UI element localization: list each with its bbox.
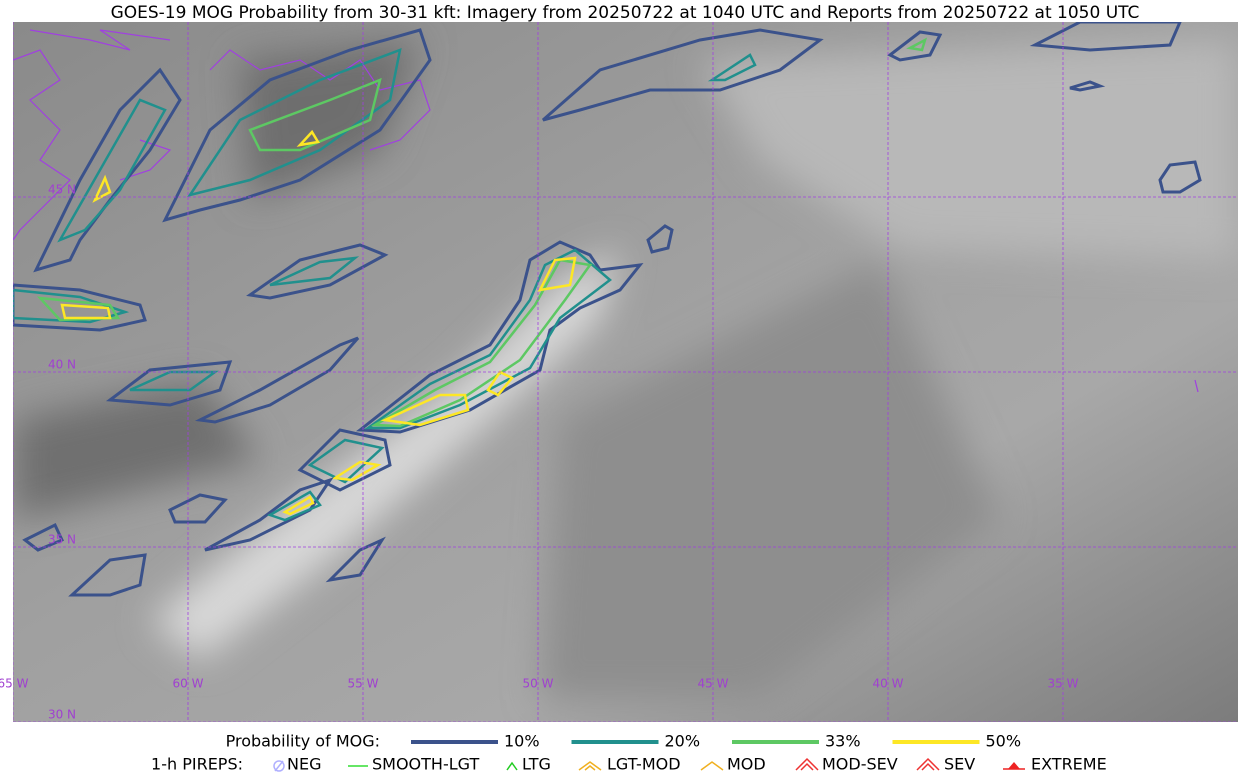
longitude-label: 50 W <box>523 677 554 691</box>
legend-text: 20% <box>665 732 701 751</box>
legend: Probability of MOG: 10% 20% 33% 50% 1-h PIREP… <box>151 732 1107 774</box>
legend-text: LGT-MOD <box>607 755 681 774</box>
map <box>13 22 1238 722</box>
pirep-icon <box>700 761 724 771</box>
pirep-icon <box>274 760 284 772</box>
pirep-icon <box>273 760 285 772</box>
latitude-label: 35 N <box>48 533 76 547</box>
coastlines <box>13 29 1199 393</box>
cloud-features <box>13 40 1238 700</box>
graticule <box>13 22 1238 722</box>
longitude-label: 35 W <box>1048 677 1079 691</box>
legend-label: 1-h PIREPS: <box>151 755 243 774</box>
latitude-label: 45 N <box>48 183 76 197</box>
legend-text: LTG <box>522 755 551 774</box>
legend-text: 33% <box>825 732 861 751</box>
legend-text: EXTREME <box>1031 755 1107 774</box>
title: GOES-19 MOG Probability from 30-31 kft: … <box>111 3 1140 23</box>
legend-text: MOD <box>727 755 766 774</box>
pirep-icon <box>578 761 602 771</box>
pirep-icon <box>795 757 819 771</box>
longitude-label: 45 W <box>698 677 729 691</box>
longitude-label: 55 W <box>348 677 379 691</box>
pirep-icon <box>1008 762 1020 769</box>
legend-text: SMOOTH-LGT <box>372 755 479 774</box>
legend-text: NEG <box>287 755 321 774</box>
legend-text: 10% <box>504 732 540 751</box>
legend-label: Probability of MOG: <box>226 732 380 751</box>
legend-text: SEV <box>944 755 975 774</box>
longitude-label: 40 W <box>873 677 904 691</box>
legend-text: MOD-SEV <box>822 755 898 774</box>
pirep-icon <box>506 761 518 771</box>
mog-contours <box>13 22 1202 597</box>
longitude-label: 60 W <box>173 677 204 691</box>
legend-text: 50% <box>986 732 1022 751</box>
longitude-label: 65 W <box>0 677 29 691</box>
latitude-label: 30 N <box>48 708 76 722</box>
latitude-label: 40 N <box>48 358 76 372</box>
pirep-icon <box>916 757 940 771</box>
